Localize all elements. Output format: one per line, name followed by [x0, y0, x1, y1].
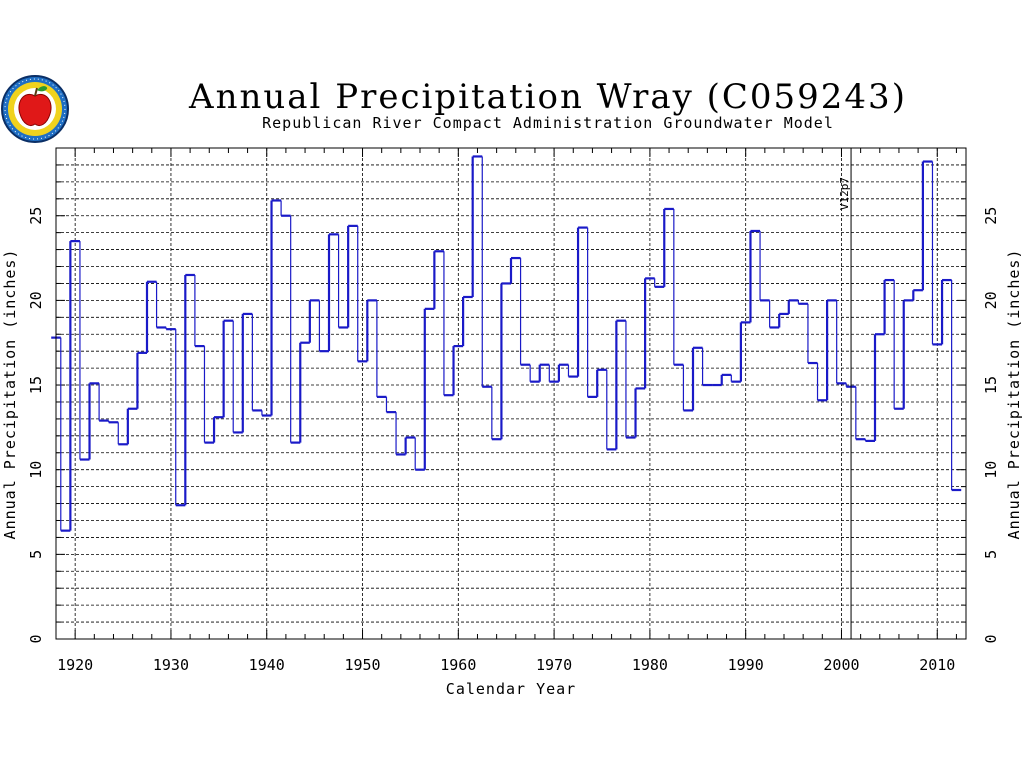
grid-lines: [56, 148, 966, 639]
y-tick-label-left: 5: [27, 550, 45, 559]
y-tick-label-left: 10: [27, 461, 45, 479]
y-tick-label-left: 15: [27, 376, 45, 394]
apple-leaf-icon: [37, 86, 48, 92]
x-tick-label: 1950: [344, 656, 380, 674]
x-axis-label: Calendar Year: [446, 680, 576, 698]
x-tick-label: 1980: [632, 656, 668, 674]
y-tick-label-left: 25: [27, 207, 45, 225]
x-tick-label: 2000: [823, 656, 859, 674]
apple-icon: [18, 94, 52, 127]
y-tick-label-right: 0: [982, 634, 1000, 643]
apple-stem-icon: [34, 87, 38, 97]
x-axis-ticks: 1920 1930 1940 1950 1960 1970 1980 1990 2000 2010: [57, 148, 955, 674]
plot-frame: [55, 147, 967, 640]
x-tick-label: 1990: [728, 656, 764, 674]
y-tick-label-right: 10: [982, 461, 1000, 479]
precipitation-series: [51, 155, 962, 532]
x-tick-label: 1970: [536, 656, 572, 674]
y-tick-label-right: 15: [982, 376, 1000, 394]
chart-subtitle: Republican River Compact Administration …: [262, 114, 834, 132]
y-tick-label-left: 20: [27, 291, 45, 309]
x-tick-label: 1930: [153, 656, 189, 674]
annotation-label: V12p7: [838, 177, 851, 210]
x-tick-label: 2010: [919, 656, 955, 674]
x-tick-label: 1960: [440, 656, 476, 674]
x-tick-label: 1940: [249, 656, 285, 674]
logo-dot-ring: [4, 78, 66, 140]
y-axis-ticks: 0 0 5 5 10 10 15 15 20 20 25 25: [27, 207, 1000, 644]
y-tick-label-right: 20: [982, 291, 1000, 309]
v12p7-annotation: V12p7: [838, 148, 852, 639]
rrca-logo: [1, 75, 69, 143]
chart-title: Annual Precipitation Wray (C059243): [188, 77, 907, 117]
y-axis-label-right: Annual Precipitation (inches): [1005, 249, 1023, 540]
y-tick-label-left: 0: [27, 634, 45, 643]
minor-ticks: [55, 148, 966, 639]
y-axis-label: Annual Precipitation (inches): [1, 249, 19, 540]
y-tick-label-right: 5: [982, 550, 1000, 559]
x-tick-label: 1920: [57, 656, 93, 674]
y-tick-label-right: 25: [982, 207, 1000, 225]
